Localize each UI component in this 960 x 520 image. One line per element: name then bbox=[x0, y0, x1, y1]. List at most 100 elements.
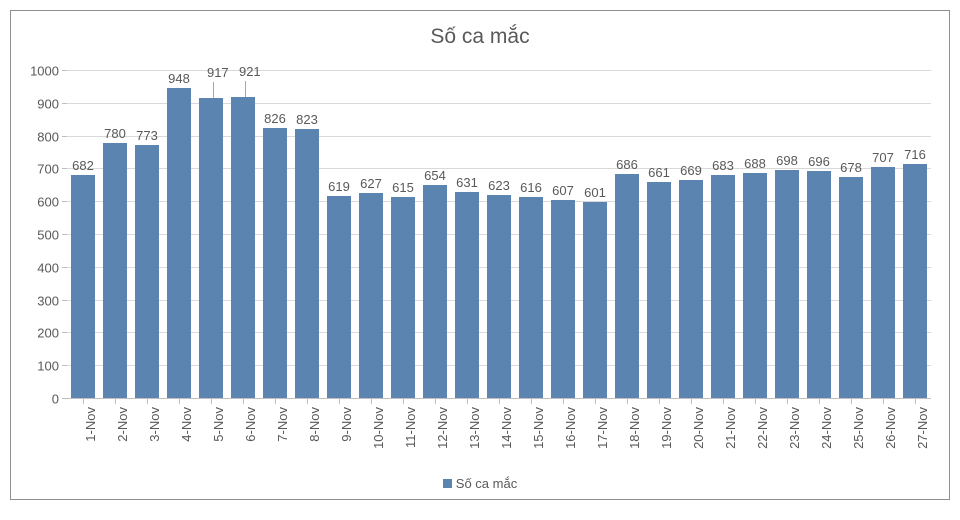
bar-value-label: 826 bbox=[264, 111, 286, 126]
x-label-slot: 10-Nov bbox=[355, 399, 387, 463]
bar-value-label: 773 bbox=[136, 128, 158, 143]
x-label-slot: 14-Nov bbox=[483, 399, 515, 463]
x-label-slot: 6-Nov bbox=[227, 399, 259, 463]
x-label-slot: 24-Nov bbox=[803, 399, 835, 463]
x-axis-label: 13-Nov bbox=[467, 407, 482, 449]
xtick-mark bbox=[467, 399, 468, 404]
bar: 682 bbox=[71, 175, 96, 399]
xtick-mark bbox=[435, 399, 436, 404]
bar-slot: 601 bbox=[579, 71, 611, 399]
bar: 616 bbox=[519, 197, 544, 399]
bar: 826 bbox=[263, 128, 288, 399]
ytick-label: 400 bbox=[37, 260, 67, 275]
x-label-slot: 1-Nov bbox=[67, 399, 99, 463]
x-label-slot: 26-Nov bbox=[867, 399, 899, 463]
x-label-slot: 27-Nov bbox=[899, 399, 931, 463]
xtick-mark bbox=[883, 399, 884, 404]
bar-slot: 921 bbox=[227, 71, 259, 399]
x-axis-label: 12-Nov bbox=[435, 407, 450, 449]
bar-slot: 623 bbox=[483, 71, 515, 399]
xtick-mark bbox=[915, 399, 916, 404]
chart-title: Số ca mắc bbox=[11, 25, 949, 49]
bar: 601 bbox=[583, 202, 608, 399]
bar: 773 bbox=[135, 145, 160, 399]
bar-value-label: 615 bbox=[392, 180, 414, 195]
x-axis-label: 9-Nov bbox=[339, 407, 354, 442]
x-label-slot: 11-Nov bbox=[387, 399, 419, 463]
x-axis-label: 18-Nov bbox=[627, 407, 642, 449]
legend-label: Số ca mắc bbox=[456, 476, 517, 491]
bar-slot: 948 bbox=[163, 71, 195, 399]
bar-value-label: 698 bbox=[776, 153, 798, 168]
callout-wrap bbox=[231, 79, 256, 97]
xtick-mark bbox=[691, 399, 692, 404]
xtick-mark bbox=[531, 399, 532, 404]
x-label-slot: 9-Nov bbox=[323, 399, 355, 463]
xtick-mark bbox=[83, 399, 84, 404]
callout-line bbox=[213, 82, 214, 98]
ytick-label: 1000 bbox=[30, 64, 67, 79]
bar-value-label: 631 bbox=[456, 175, 478, 190]
x-label-slot: 7-Nov bbox=[259, 399, 291, 463]
x-axis-label: 15-Nov bbox=[531, 407, 546, 449]
bar: 631 bbox=[455, 192, 480, 399]
bar-slot: 631 bbox=[451, 71, 483, 399]
bar-slot: 823 bbox=[291, 71, 323, 399]
bar: 948 bbox=[167, 88, 192, 399]
bar-value-label: 683 bbox=[712, 158, 734, 173]
bar: 623 bbox=[487, 195, 512, 399]
x-label-slot: 15-Nov bbox=[515, 399, 547, 463]
ytick-label: 0 bbox=[52, 392, 67, 407]
bar: 707 bbox=[871, 167, 896, 399]
bar-value-label: 616 bbox=[520, 180, 542, 195]
ytick-label: 700 bbox=[37, 162, 67, 177]
xtick-mark bbox=[339, 399, 340, 404]
plot-area: 01002003004005006007008009001000 6827807… bbox=[67, 71, 931, 399]
x-label-slot: 23-Nov bbox=[771, 399, 803, 463]
bar-value-label: 688 bbox=[744, 156, 766, 171]
x-axis-label: 1-Nov bbox=[83, 407, 98, 442]
xtick-mark bbox=[851, 399, 852, 404]
xtick-mark bbox=[595, 399, 596, 404]
bar-value-label: 661 bbox=[648, 165, 670, 180]
bar-value-label: 678 bbox=[840, 160, 862, 175]
bar-slot: 627 bbox=[355, 71, 387, 399]
bars-container: 6827807739489179218268236196276156546316… bbox=[67, 71, 931, 399]
x-label-slot: 20-Nov bbox=[675, 399, 707, 463]
bar-value-label: 654 bbox=[424, 168, 446, 183]
bar-slot: 683 bbox=[707, 71, 739, 399]
x-axis-label: 25-Nov bbox=[851, 407, 866, 449]
x-axis-label: 6-Nov bbox=[243, 407, 258, 442]
bar-value-label: 627 bbox=[360, 176, 382, 191]
bar-slot: 688 bbox=[739, 71, 771, 399]
x-axis-label: 10-Nov bbox=[371, 407, 386, 449]
bar: 607 bbox=[551, 200, 576, 399]
bar: 716 bbox=[903, 164, 928, 399]
bar-value-label: 686 bbox=[616, 157, 638, 172]
bar: 615 bbox=[391, 197, 416, 399]
xtick-mark bbox=[115, 399, 116, 404]
chart-frame: Số ca mắc 010020030040050060070080090010… bbox=[10, 10, 950, 500]
callout-wrap bbox=[199, 80, 224, 98]
xtick-mark bbox=[371, 399, 372, 404]
bar-slot: 696 bbox=[803, 71, 835, 399]
x-axis-label: 4-Nov bbox=[179, 407, 194, 442]
bar-value-label: 716 bbox=[904, 147, 926, 162]
bar: 619 bbox=[327, 196, 352, 399]
xtick-mark bbox=[819, 399, 820, 404]
xtick-mark bbox=[307, 399, 308, 404]
ytick-label: 900 bbox=[37, 96, 67, 111]
x-axis-label: 21-Nov bbox=[723, 407, 738, 449]
ytick-label: 300 bbox=[37, 293, 67, 308]
xtick-mark bbox=[179, 399, 180, 404]
bar: 696 bbox=[807, 171, 832, 399]
bar-value-label: 917 bbox=[207, 65, 229, 80]
callout-line bbox=[245, 81, 246, 97]
legend: Số ca mắc bbox=[11, 475, 949, 491]
bar: 698 bbox=[775, 170, 800, 399]
bar: 678 bbox=[839, 177, 864, 399]
ytick-label: 600 bbox=[37, 195, 67, 210]
bar: 921 bbox=[231, 97, 256, 399]
xtick-mark bbox=[723, 399, 724, 404]
x-axis-label: 16-Nov bbox=[563, 407, 578, 449]
